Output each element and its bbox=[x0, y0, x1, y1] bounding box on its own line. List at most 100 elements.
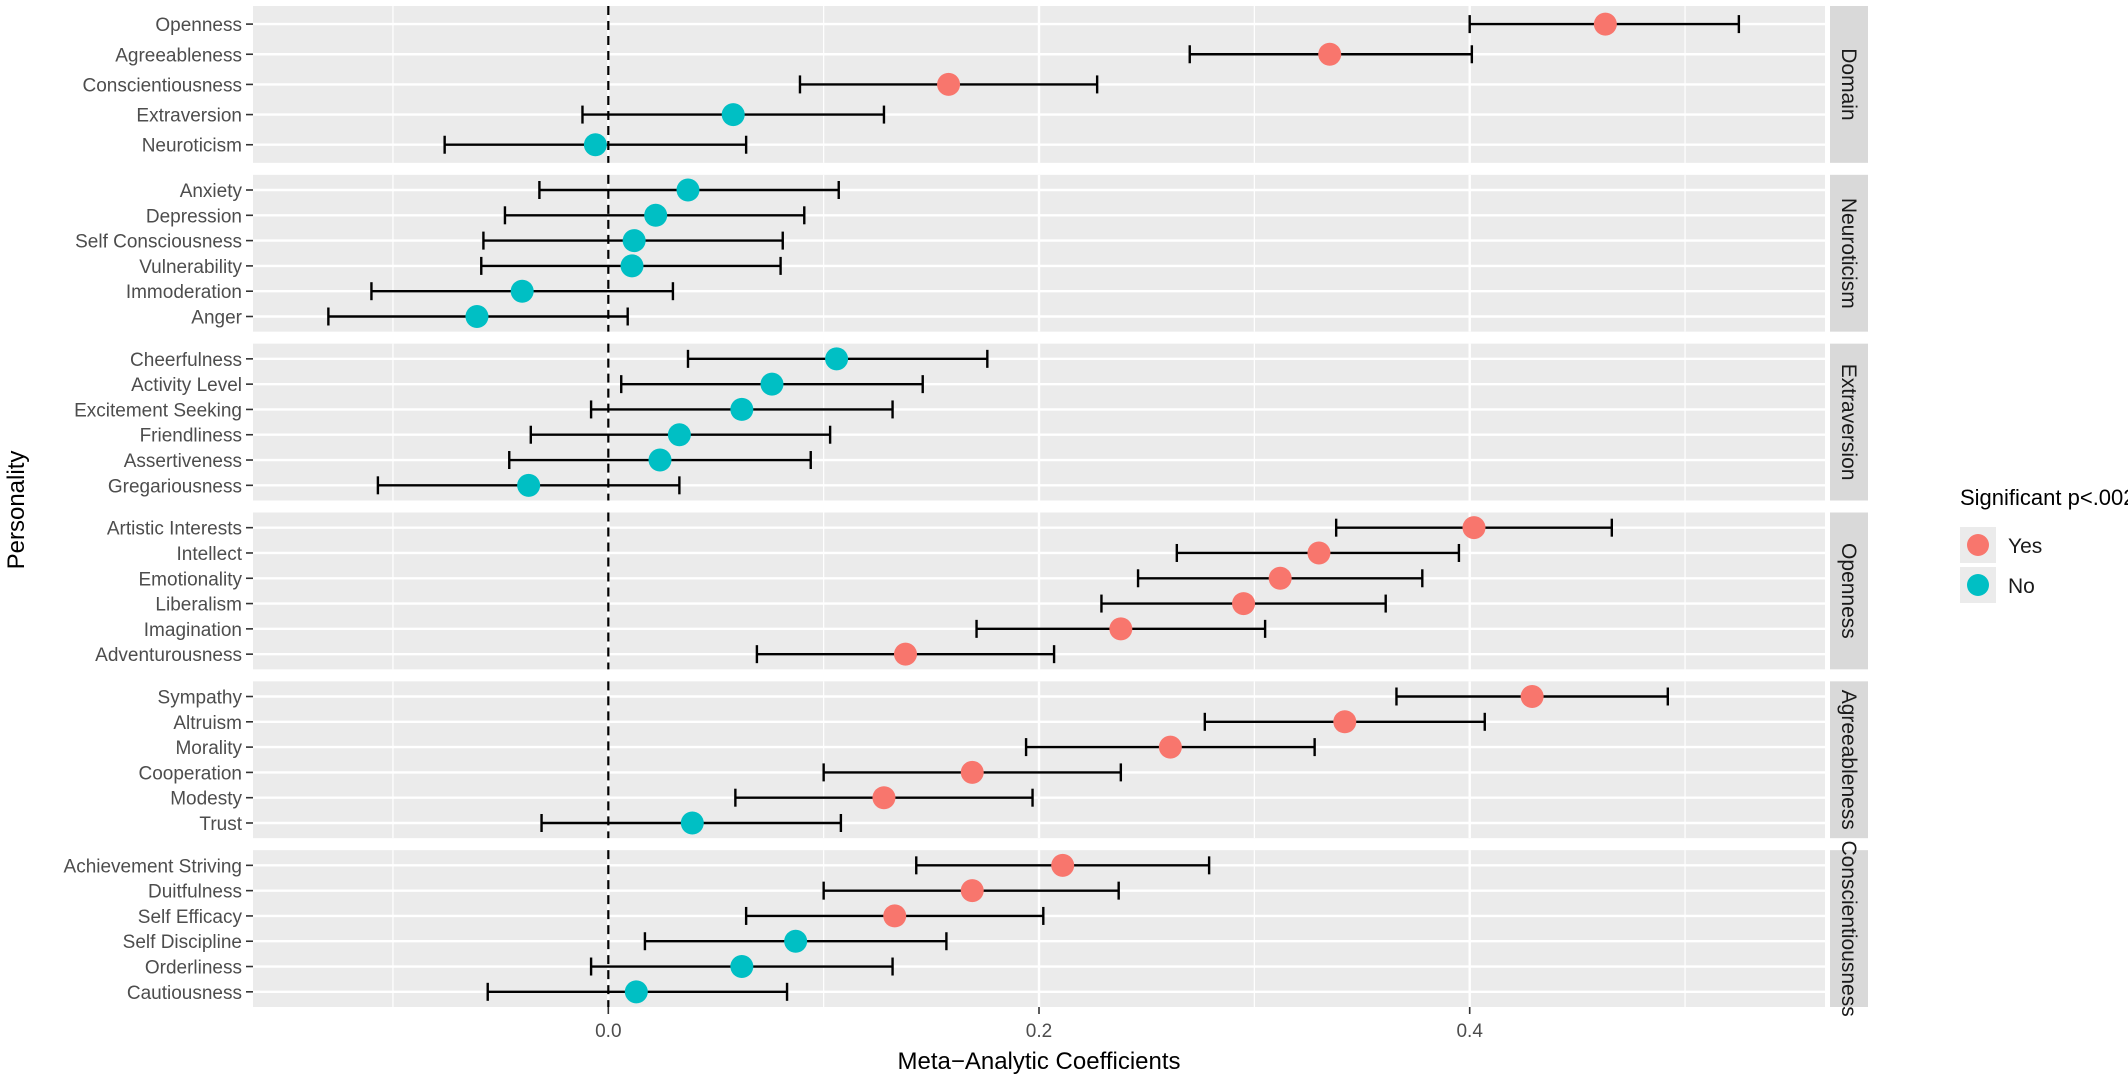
facet-panel-agreeableness: Sympathy Altruism Morality Cooperation Modes… bbox=[138, 681, 1868, 839]
point-depression bbox=[644, 203, 668, 227]
point-cooperation bbox=[960, 760, 984, 784]
facet-strip-background bbox=[1830, 343, 1868, 501]
facet-strip-label: Extraversion bbox=[1837, 364, 1860, 481]
legend-key-no bbox=[1967, 574, 1989, 596]
point-self-discipline bbox=[784, 929, 808, 953]
point-neuroticism bbox=[583, 133, 607, 157]
y-tick-label-morality: Morality bbox=[175, 738, 242, 759]
point-immoderation bbox=[510, 279, 534, 303]
y-tick-label-depression: Depression bbox=[146, 206, 242, 227]
y-tick-label-duitfulness: Duitfulness bbox=[148, 882, 242, 903]
facet-strip-label: Domain bbox=[1837, 48, 1860, 120]
facet-panel-openness: Artistic Interests Intellect Emotionality L… bbox=[95, 512, 1868, 670]
point-self-efficacy bbox=[883, 904, 907, 928]
point-assertiveness bbox=[648, 448, 672, 472]
point-morality bbox=[1158, 735, 1182, 759]
point-excitement-seeking bbox=[730, 397, 754, 421]
legend: Significant p<.002 Yes No bbox=[1960, 485, 2128, 603]
y-tick-label-excitement-seeking: Excitement Seeking bbox=[74, 400, 242, 421]
y-tick-label-orderliness: Orderliness bbox=[145, 958, 242, 979]
point-cautiousness bbox=[624, 980, 648, 1004]
y-tick-label-cooperation: Cooperation bbox=[138, 763, 242, 784]
point-self-consciousness bbox=[622, 229, 646, 253]
x-axis-title: Meta−Analytic Coefficients bbox=[897, 1048, 1180, 1075]
y-tick-label-artistic-interests: Artistic Interests bbox=[107, 519, 242, 540]
point-adventurousness bbox=[893, 642, 917, 666]
y-tick-label-cautiousness: Cautiousness bbox=[127, 983, 242, 1004]
facet-strip-background bbox=[1830, 174, 1868, 332]
legend-label-yes: Yes bbox=[2008, 535, 2042, 558]
point-activity-level bbox=[760, 372, 784, 396]
y-tick-label-cheerfulness: Cheerfulness bbox=[130, 350, 242, 371]
facet-panel-extraversion: Cheerfulness Activity Level Excitement See… bbox=[74, 343, 1868, 501]
facet-panel-neuroticism: Anxiety Depression Self Consciousness Vulne… bbox=[75, 174, 1868, 332]
point-trust bbox=[680, 811, 704, 835]
y-tick-label-intellect: Intellect bbox=[177, 544, 243, 565]
y-tick-label-neuroticism: Neuroticism bbox=[142, 136, 242, 157]
facet-strip-background bbox=[1830, 6, 1868, 163]
facet-strip-background bbox=[1830, 850, 1868, 1007]
y-tick-label-agreeableness: Agreeableness bbox=[115, 45, 242, 66]
legend-title: Significant p<.002 bbox=[1960, 485, 2128, 510]
y-tick-label-anger: Anger bbox=[191, 307, 242, 328]
facet-strip-background bbox=[1830, 512, 1868, 670]
y-tick-label-self-consciousness: Self Consciousness bbox=[75, 232, 242, 253]
point-agreeableness bbox=[1318, 42, 1342, 66]
facet-strip-label: Conscientiousness bbox=[1837, 840, 1860, 1016]
y-tick-label-self-efficacy: Self Efficacy bbox=[138, 907, 243, 928]
point-extraversion bbox=[721, 103, 745, 127]
facet-panel-domain: Openness Agreeableness Conscientiousness Ex… bbox=[83, 6, 1868, 163]
x-tick-label: 0.0 bbox=[595, 1021, 621, 1042]
facet-strip-background bbox=[1830, 681, 1868, 839]
y-tick-label-immoderation: Immoderation bbox=[126, 282, 242, 303]
y-tick-label-modesty: Modesty bbox=[170, 789, 242, 810]
y-tick-label-altruism: Altruism bbox=[173, 713, 242, 734]
point-modesty bbox=[872, 786, 896, 810]
point-gregariousness bbox=[517, 473, 541, 497]
point-vulnerability bbox=[620, 254, 644, 278]
y-tick-label-openness: Openness bbox=[155, 15, 242, 36]
legend-label-no: No bbox=[2008, 575, 2035, 598]
point-sympathy bbox=[1520, 685, 1544, 709]
y-axis-title: Personality bbox=[3, 451, 30, 570]
point-imagination bbox=[1109, 617, 1133, 641]
y-tick-label-friendliness: Friendliness bbox=[140, 426, 242, 447]
x-tick-label: 0.4 bbox=[1456, 1021, 1483, 1042]
y-tick-label-liberalism: Liberalism bbox=[155, 595, 242, 616]
point-altruism bbox=[1333, 710, 1357, 734]
y-tick-label-emotionality: Emotionality bbox=[139, 569, 243, 590]
point-cheerfulness bbox=[825, 347, 849, 371]
y-tick-label-vulnerability: Vulnerability bbox=[139, 257, 242, 278]
point-liberalism bbox=[1232, 592, 1256, 616]
y-tick-label-adventurousness: Adventurousness bbox=[95, 645, 242, 666]
x-axis: 0.0 0.2 0.4 bbox=[595, 1007, 1483, 1042]
y-tick-label-activity-level: Activity Level bbox=[131, 375, 242, 396]
point-emotionality bbox=[1268, 566, 1292, 590]
y-tick-label-self-discipline: Self Discipline bbox=[123, 932, 242, 953]
facet-strip-label: Neuroticism bbox=[1837, 198, 1860, 309]
y-tick-label-conscientiousness: Conscientiousness bbox=[83, 75, 242, 96]
y-tick-label-imagination: Imagination bbox=[144, 620, 242, 641]
point-anger bbox=[465, 304, 489, 328]
point-friendliness bbox=[667, 423, 691, 447]
x-tick-label: 0.2 bbox=[1026, 1021, 1052, 1042]
point-achievement-striving bbox=[1051, 853, 1075, 877]
facet-strip-label: Openness bbox=[1837, 543, 1860, 639]
point-duitfulness bbox=[960, 879, 984, 903]
y-tick-label-assertiveness: Assertiveness bbox=[124, 451, 242, 472]
facet-panels: Openness Agreeableness Conscientiousness Ex… bbox=[64, 6, 1868, 1017]
legend-key-yes bbox=[1967, 534, 1989, 556]
y-tick-label-extraversion: Extraversion bbox=[136, 106, 242, 127]
point-conscientiousness bbox=[937, 72, 961, 96]
y-tick-label-gregariousness: Gregariousness bbox=[108, 476, 242, 497]
point-artistic-interests bbox=[1462, 516, 1486, 540]
facet-panel-conscientiousness: Achievement Striving Duitfulness Self Effi… bbox=[64, 840, 1868, 1017]
y-tick-label-anxiety: Anxiety bbox=[180, 181, 243, 202]
y-tick-label-trust: Trust bbox=[199, 814, 242, 835]
point-openness bbox=[1593, 12, 1617, 36]
facet-strip-label: Agreeableness bbox=[1837, 690, 1860, 830]
y-tick-label-sympathy: Sympathy bbox=[158, 688, 243, 709]
point-anxiety bbox=[676, 178, 700, 202]
